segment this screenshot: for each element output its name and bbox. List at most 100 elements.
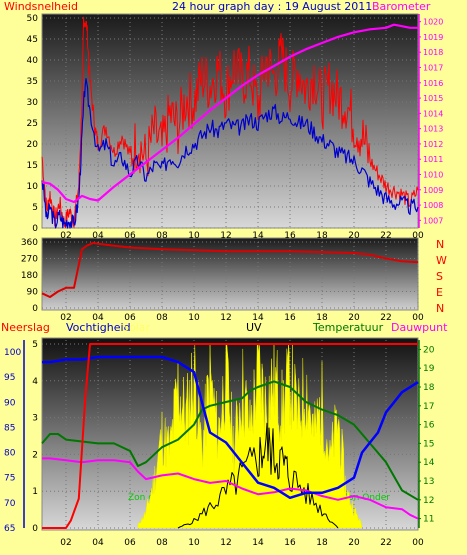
chart-title: 24 hour graph day : 19 August 2011 [172, 0, 372, 13]
y-left-tick-p1-2: 10 [27, 182, 39, 192]
x-tick-label-p2-3: 08 [156, 313, 168, 323]
dewpoint-label: Dauwpunt [391, 321, 448, 334]
x-tick-label-p1-1: 04 [92, 231, 104, 241]
x-tick-label-p2-11: 00 [412, 313, 424, 323]
y-temp-tick-2: 13 [423, 477, 434, 487]
humidity-line [42, 355, 419, 500]
x-tick-label-p2-0: 02 [60, 313, 71, 323]
y-right-tick-p1-13: 1020 [423, 18, 443, 27]
sunrise-label: Zon op [128, 493, 160, 503]
compass-label-3: E [436, 286, 443, 299]
x-tick-label-p3-6: 14 [252, 538, 264, 548]
y-rain-tick-5: 5 [32, 340, 38, 350]
y-temp-tick-0: 11 [423, 515, 434, 525]
x-tick-label-p2-7: 16 [284, 313, 296, 323]
temperature-label: Temperatuur [312, 321, 384, 334]
y-left-tick-p1-9: 45 [27, 35, 38, 45]
y-right-tick-p1-2: 1009 [423, 186, 443, 195]
y-right-tick-p1-4: 1011 [423, 155, 443, 164]
x-tick-label-p3-5: 12 [220, 538, 231, 548]
wind-speed-label: Windsnelheid [4, 0, 78, 13]
humidity-label: Vochtigheid [66, 321, 131, 334]
x-tick-label-p2-8: 18 [316, 313, 328, 323]
x-tick-label-p2-4: 10 [188, 313, 200, 323]
x-tick-label-p3-9: 20 [348, 538, 360, 548]
x-tick-label-p1-0: 02 [60, 231, 71, 241]
y-hum-tick-5: 90 [4, 398, 16, 408]
temperature-line [41, 380, 419, 501]
y-right-tick-p1-3: 1010 [423, 171, 443, 180]
x-tick-label-p3-8: 18 [316, 538, 328, 548]
y-right-tick-p1-5: 1012 [423, 140, 443, 149]
x-tick-label-p1-5: 12 [220, 231, 231, 241]
dewpoint-line [42, 457, 419, 520]
y-rain-tick-1: 1 [32, 487, 38, 497]
uv-label: UV [246, 321, 262, 334]
x-tick-label-p3-1: 04 [92, 538, 104, 548]
compass-label-4: N [436, 302, 444, 315]
x-tick-label-p1-9: 20 [348, 231, 360, 241]
x-tick-label-p3-4: 10 [188, 538, 200, 548]
y-right-tick-p1-10: 1017 [423, 64, 443, 73]
y-left-tick-p1-4: 20 [27, 140, 39, 150]
y-right-tick-p1-6: 1013 [423, 125, 443, 134]
x-tick-label-p1-3: 08 [156, 231, 168, 241]
y-temp-tick-4: 15 [423, 439, 434, 449]
y-left-tick-p1-7: 35 [27, 77, 38, 87]
compass-label-0: N [436, 238, 444, 251]
x-tick-label-p1-7: 16 [284, 231, 296, 241]
x-tick-label-p1-6: 14 [252, 231, 264, 241]
y-temp-tick-1: 12 [423, 496, 434, 506]
x-tick-label-p3-10: 22 [380, 538, 391, 548]
x-tick-label-p2-10: 22 [380, 313, 391, 323]
x-tick-label-p1-11: 00 [412, 231, 424, 241]
y-temp-tick-5: 16 [423, 421, 435, 431]
y-tick-p2-0: 0 [32, 304, 38, 314]
x-tick-label-p1-2: 06 [124, 231, 136, 241]
y-hum-tick-3: 80 [4, 449, 16, 459]
y-temp-tick-7: 18 [423, 383, 435, 393]
x-tick-label-p1-10: 22 [380, 231, 391, 241]
x-tick-label-p2-9: 20 [348, 313, 360, 323]
x-tick-label-p1-4: 10 [188, 231, 200, 241]
x-tick-label-p3-3: 08 [156, 538, 168, 548]
y-temp-tick-8: 19 [423, 364, 435, 374]
rain-label: Neerslag [1, 321, 50, 334]
y-tick-p2-1: 90 [27, 288, 39, 298]
y-temp-tick-3: 14 [423, 458, 435, 468]
wind-average-line [41, 77, 419, 229]
y-right-tick-p1-7: 1014 [423, 109, 443, 118]
y-left-tick-p1-3: 15 [27, 161, 38, 171]
y-tick-p2-4: 360 [21, 238, 38, 248]
y-left-tick-p1-0: 0 [32, 224, 38, 234]
y-left-tick-p1-8: 40 [27, 56, 39, 66]
y-left-tick-p1-1: 5 [32, 203, 38, 213]
y-hum-tick-0: 65 [4, 524, 15, 534]
x-tick-label-p2-1: 04 [92, 313, 104, 323]
y-tick-p2-2: 180 [21, 271, 38, 281]
y-rain-tick-3: 3 [32, 414, 38, 424]
y-tick-p2-3: 270 [21, 255, 38, 265]
x-tick-label-p3-11: 00 [412, 538, 424, 548]
y-rain-tick-4: 4 [32, 377, 38, 387]
y-right-tick-p1-8: 1015 [423, 94, 443, 103]
x-tick-label-p3-0: 02 [60, 538, 71, 548]
y-right-tick-p1-11: 1018 [423, 48, 443, 57]
y-left-tick-p1-10: 50 [27, 14, 39, 24]
y-hum-tick-6: 95 [4, 373, 15, 383]
y-right-tick-p1-12: 1019 [423, 33, 443, 42]
wind-gust-line [41, 16, 419, 229]
solar-label: Solar [122, 321, 151, 334]
y-right-tick-p1-1: 1008 [423, 201, 443, 210]
barometer-label: Barometer [372, 0, 431, 13]
compass-label-1: W [436, 254, 447, 267]
y-right-tick-p1-9: 1016 [423, 79, 443, 88]
wind-direction-line [41, 241, 419, 298]
y-right-tick-p1-0: 1007 [423, 216, 443, 225]
y-rain-tick-2: 2 [32, 450, 38, 460]
uv-line [177, 422, 339, 529]
rain-line [42, 343, 418, 529]
y-left-tick-p1-5: 25 [27, 119, 38, 129]
